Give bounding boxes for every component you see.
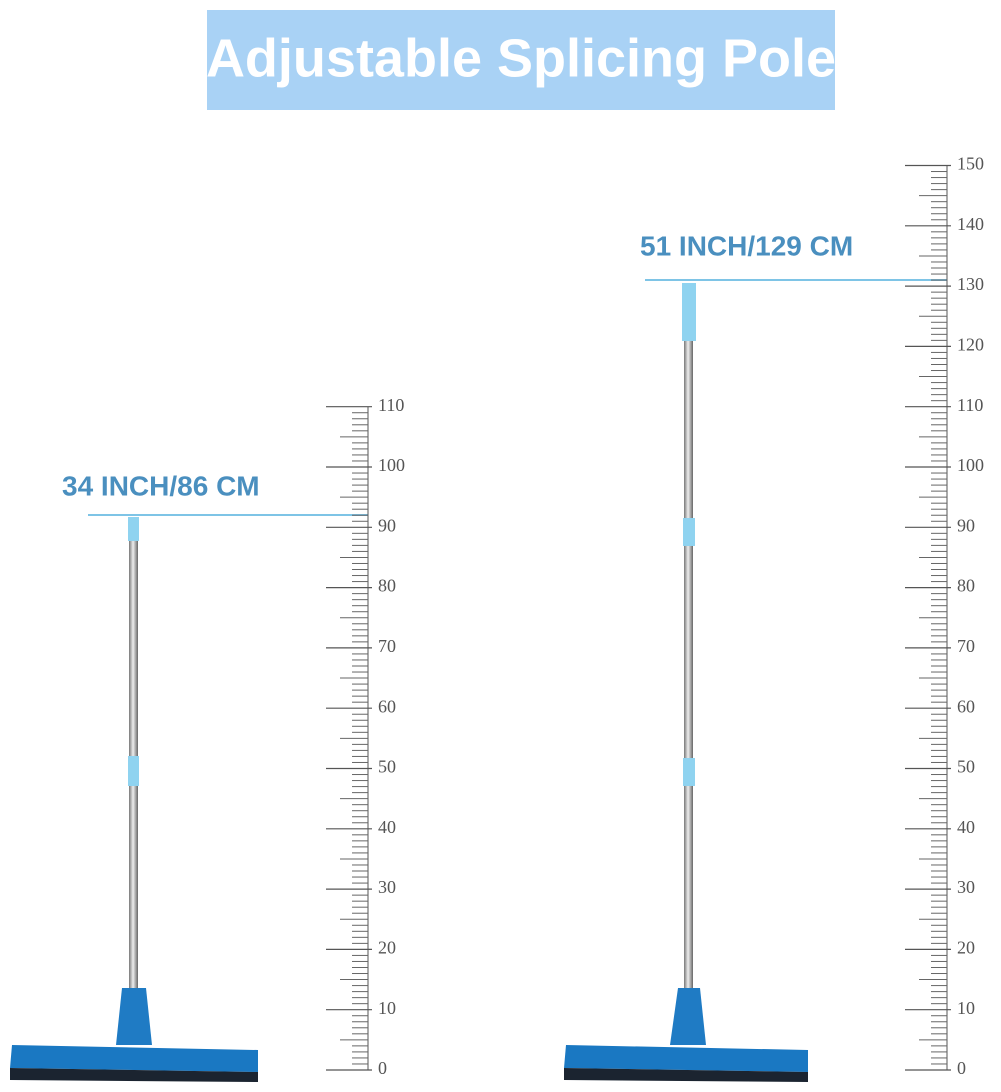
tick-label: 90	[378, 515, 396, 535]
tick-label: 30	[957, 877, 975, 897]
tick-label: 130	[957, 274, 984, 294]
tick-label: 140	[957, 214, 984, 234]
tick-label: 0	[957, 1058, 966, 1078]
tick-label: 60	[378, 696, 396, 716]
tick-label: 0	[378, 1058, 387, 1078]
tick-label: 110	[957, 395, 983, 415]
tick-label: 20	[378, 938, 396, 958]
tick-label: 50	[378, 757, 396, 777]
tick-label: 50	[957, 757, 975, 777]
tick-label: 20	[957, 938, 975, 958]
title-banner	[207, 10, 835, 110]
tick-label: 70	[957, 636, 975, 656]
tick-label: 80	[957, 576, 975, 596]
tick-label: 70	[378, 636, 396, 656]
tick-label: 60	[957, 696, 975, 716]
long-squeegee	[564, 283, 808, 1082]
tick-label: 150	[957, 154, 984, 174]
tick-label: 30	[378, 877, 396, 897]
tick-label: 80	[378, 576, 396, 596]
tick-label: 10	[957, 998, 975, 1018]
tick-label: 110	[378, 395, 404, 415]
height-label: 51 INCH/129 CM	[640, 230, 853, 261]
tick-label: 10	[378, 998, 396, 1018]
tick-label: 120	[957, 335, 984, 355]
tick-label: 40	[957, 817, 975, 837]
height-label: 34 INCH/86 CM	[62, 470, 260, 501]
short-squeegee	[10, 517, 258, 1082]
title: Adjustable Splicing Pole	[206, 28, 836, 88]
tick-label: 90	[957, 515, 975, 535]
tick-label: 40	[378, 817, 396, 837]
tick-label: 100	[957, 455, 984, 475]
tick-label: 100	[378, 455, 405, 475]
